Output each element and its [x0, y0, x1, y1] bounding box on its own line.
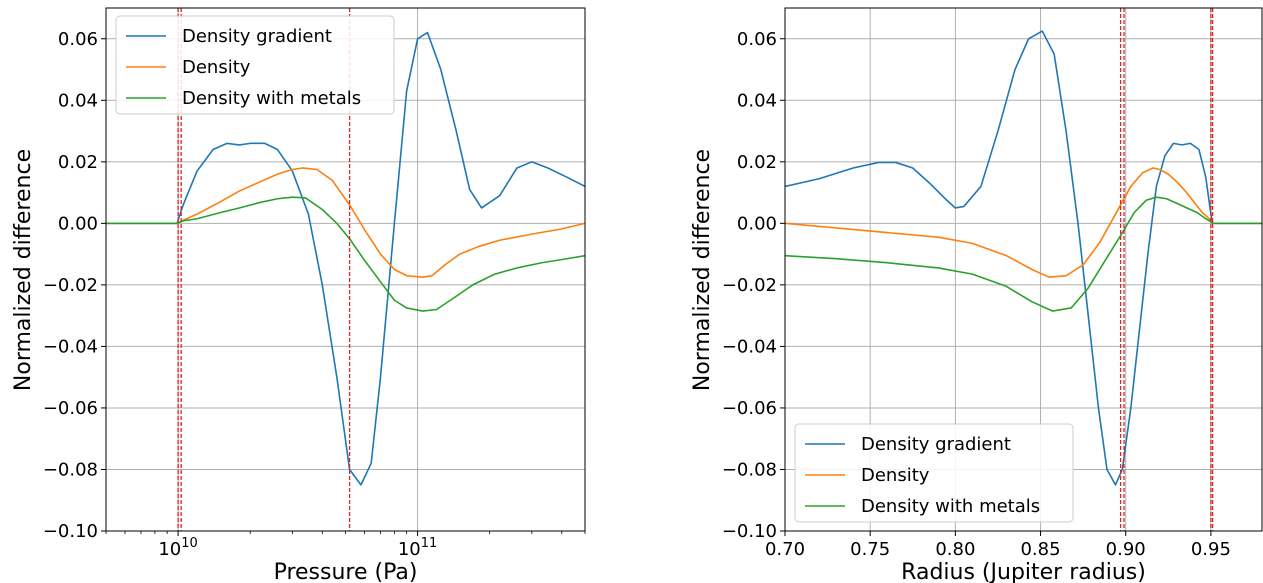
y-tick-label: 0.02 [58, 152, 98, 173]
y-tick-label: 0.02 [737, 152, 777, 173]
y-axis-label: Normalized difference [11, 149, 36, 391]
y-tick-label: −0.08 [43, 459, 98, 480]
y-tick-label: −0.06 [722, 398, 777, 419]
legend-label: Density [182, 57, 251, 78]
y-tick-label: −0.08 [722, 459, 777, 480]
x-tick-base: 10 [398, 539, 421, 560]
series-group [106, 8, 585, 531]
y-tick-label: −0.02 [722, 275, 777, 296]
y-tick-label: −0.02 [43, 275, 98, 296]
x-tick-label: 1011 [398, 536, 437, 560]
y-tick-label: 0.06 [58, 29, 98, 50]
y-tick-label: 0.00 [737, 213, 777, 234]
legend-label: Density gradient [861, 434, 1011, 455]
legend-label: Density [861, 465, 930, 486]
y-tick-label: −0.06 [43, 398, 98, 419]
x-axis-label: Pressure (Pa) [274, 560, 418, 583]
legend: Density gradient Density Density with meta… [115, 15, 395, 115]
y-tick-label: −0.04 [722, 336, 777, 357]
series-line [785, 30, 1262, 486]
series-line [785, 167, 1262, 278]
y-tick-label: −0.04 [43, 336, 98, 357]
x-tick-label: 0.75 [850, 539, 890, 560]
x-tick-exponent: 10 [181, 536, 198, 551]
chart-panel-1: 0.06 0.04 0.02 0.00 −0.02 −0.04 −0.06 −0.08 −0.1… [11, 7, 586, 583]
legend-frame [794, 423, 1074, 523]
series-line [106, 196, 585, 312]
x-tick-label: 0.95 [1191, 539, 1231, 560]
axes-frame [784, 7, 1263, 532]
legend-label: Density with metals [182, 88, 361, 109]
x-tick-label: 0.90 [1106, 539, 1146, 560]
legend-frame [115, 15, 395, 115]
series-line [106, 167, 585, 278]
y-tick-label: 0.06 [737, 29, 777, 50]
legend: Density gradient Density Density with meta… [794, 423, 1074, 523]
y-tick-label: 0.04 [58, 90, 98, 111]
y-tick-label: 0.00 [58, 213, 98, 234]
x-axis-label: Radius (Jupiter radius) [901, 560, 1146, 583]
y-tick-label: −0.10 [43, 521, 98, 542]
y-tick-label: −0.10 [722, 521, 777, 542]
series-line [785, 196, 1262, 312]
x-tick-exponent: 11 [421, 536, 438, 551]
y-axis-label: Normalized difference [690, 149, 715, 391]
x-tick-label: 0.80 [935, 539, 975, 560]
legend-label: Density with metals [861, 496, 1040, 517]
x-tick-label: 1010 [158, 536, 197, 560]
series-line [106, 31, 585, 486]
x-tick-base: 10 [158, 539, 181, 560]
chart-panel-2: 0.06 0.04 0.02 0.00 −0.02 −0.04 −0.06 −0.08 −0.1… [690, 7, 1263, 583]
x-tick-label: 0.85 [1020, 539, 1060, 560]
x-tick-label: 0.70 [765, 539, 805, 560]
y-tick-label: 0.04 [737, 90, 777, 111]
series-group [785, 8, 1262, 531]
legend-label: Density gradient [182, 26, 332, 47]
